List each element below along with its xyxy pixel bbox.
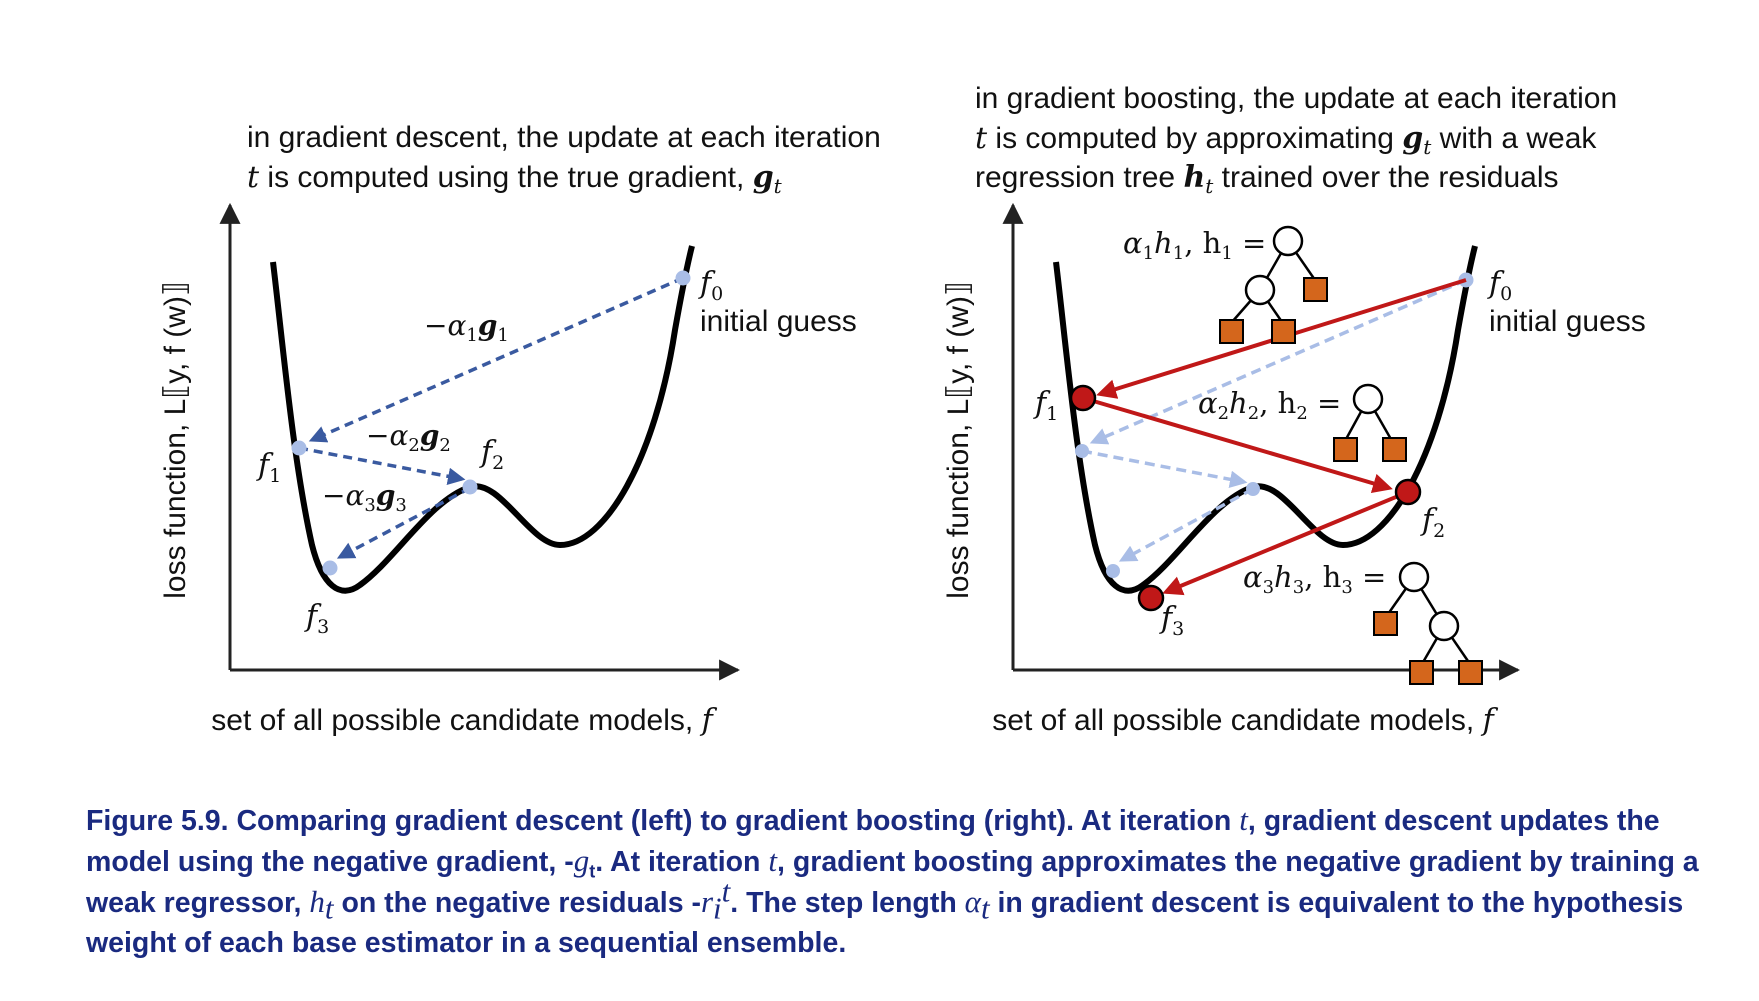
tree2-leaf xyxy=(1382,437,1407,462)
right-f2-point xyxy=(1394,478,1422,506)
tree1-inner-node xyxy=(1244,274,1276,306)
right-f1-label: f1 xyxy=(1033,386,1058,425)
left-step3-arrow xyxy=(336,486,471,559)
tree-2: α2h2, h2 = xyxy=(1198,383,1407,462)
tree1-leaf xyxy=(1219,319,1244,344)
tree1-leaf xyxy=(1303,277,1328,302)
right-descent-f3-point xyxy=(1106,564,1120,578)
tree2-label: α2h2, h2 = xyxy=(1198,386,1341,424)
left-panel: in gradient descent, the update at each … xyxy=(159,121,881,738)
right-descent-step2-arrow xyxy=(1081,449,1248,488)
left-f0-point xyxy=(675,270,691,286)
tree3-root-node xyxy=(1398,561,1430,593)
left-step3-label: −α3g3 xyxy=(322,479,407,516)
right-boost-step2-arrow xyxy=(1082,396,1393,494)
right-panel: in gradient boosting, the update at each… xyxy=(942,82,1646,738)
right-descent-f2-point xyxy=(1246,482,1260,496)
right-title-line1: in gradient boosting, the update at each… xyxy=(975,82,1617,115)
tree3-label: α3h3, h3 = xyxy=(1243,560,1386,598)
tree3-inner-node xyxy=(1428,610,1460,642)
right-descent-step1-arrow xyxy=(1089,278,1467,445)
tree2-leaf xyxy=(1333,437,1358,462)
tree3-leaf xyxy=(1409,660,1434,685)
tree1-label: α1h1, h1 = xyxy=(1123,226,1266,264)
left-f3-point xyxy=(322,560,338,576)
right-descent-f1-point xyxy=(1075,444,1089,458)
left-step2-label: −α2g2 xyxy=(366,419,451,456)
tree3-leaf xyxy=(1458,660,1483,685)
right-f3-point xyxy=(1137,584,1165,612)
left-f1-label: f1 xyxy=(256,448,281,487)
right-title-line2: t is computed by approximating gt with a… xyxy=(975,121,1597,159)
tree2-root-node xyxy=(1352,383,1384,415)
right-boost-step3-arrow xyxy=(1162,490,1409,596)
left-step2-arrow xyxy=(298,446,466,485)
left-f2-label: f2 xyxy=(479,435,504,474)
right-y-axis-label: loss function, L⟦y, f (w)⟧ xyxy=(942,281,975,599)
left-f1-point xyxy=(291,440,307,456)
right-initial-guess-label: initial guess xyxy=(1489,305,1646,338)
tree3-leaf xyxy=(1373,611,1398,636)
left-f3-label: f3 xyxy=(304,599,329,638)
left-loss-curve xyxy=(270,245,695,594)
right-f1-point xyxy=(1069,384,1097,412)
figure-caption: Figure 5.9. Comparing gradient descent (… xyxy=(86,802,1699,959)
left-f0-label: f0 xyxy=(698,266,723,305)
right-title-line3: regression tree ht trained over the resi… xyxy=(975,160,1559,198)
right-f2-label: f2 xyxy=(1420,503,1445,542)
right-descent-step3-arrow xyxy=(1118,487,1254,562)
left-step1-arrow xyxy=(308,276,684,443)
left-title-line1: in gradient descent, the update at each … xyxy=(247,121,881,154)
tree1-leaf xyxy=(1271,319,1296,344)
left-step1-label: −α1g1 xyxy=(424,309,509,346)
tree-3: α3h3, h3 = xyxy=(1243,560,1483,685)
right-f3-label: f3 xyxy=(1159,601,1184,640)
left-initial-guess-label: initial guess xyxy=(700,305,857,338)
left-title-line2: t is computed using the true gradient, g… xyxy=(247,160,783,198)
left-y-axis-label: loss function, L⟦y, f (w)⟧ xyxy=(159,281,192,599)
right-f0-label: f0 xyxy=(1487,266,1512,305)
tree-1: α1h1, h1 = xyxy=(1123,225,1328,344)
right-x-axis-label: set of all possible candidate models, f xyxy=(992,703,1498,738)
tree1-root-node xyxy=(1272,225,1304,257)
left-x-axis-label: set of all possible candidate models, f xyxy=(211,703,717,738)
left-f2-point xyxy=(462,479,478,495)
